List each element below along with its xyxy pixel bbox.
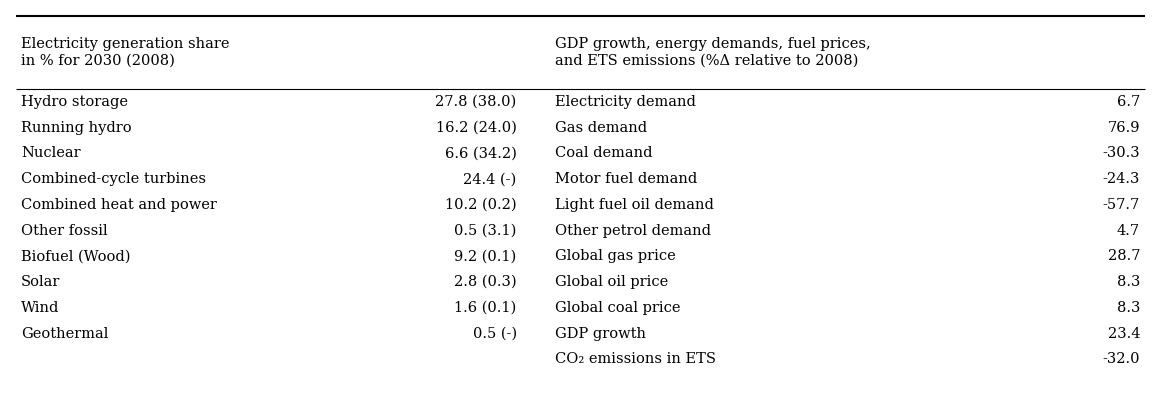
Text: 24.4 (-): 24.4 (-) [463,172,517,186]
Text: Wind: Wind [21,301,59,315]
Text: 28.7: 28.7 [1108,249,1140,263]
Text: 27.8 (38.0): 27.8 (38.0) [435,95,517,109]
Text: Hydro storage: Hydro storage [21,95,128,109]
Text: Other petrol demand: Other petrol demand [555,224,711,238]
Text: 8.3: 8.3 [1117,275,1140,289]
Text: 0.5 (3.1): 0.5 (3.1) [454,224,517,238]
Text: -57.7: -57.7 [1103,198,1140,212]
Text: Global oil price: Global oil price [555,275,669,289]
Text: -32.0: -32.0 [1103,352,1140,366]
Text: 1.6 (0.1): 1.6 (0.1) [454,301,517,315]
Text: 23.4: 23.4 [1108,327,1140,341]
Text: Coal demand: Coal demand [555,147,652,160]
Text: 2.8 (0.3): 2.8 (0.3) [454,275,517,289]
Text: -30.3: -30.3 [1103,147,1140,160]
Text: Light fuel oil demand: Light fuel oil demand [555,198,714,212]
Text: Nuclear: Nuclear [21,147,80,160]
Text: 6.6 (34.2): 6.6 (34.2) [445,147,517,160]
Text: Running hydro: Running hydro [21,121,131,135]
Text: GDP growth, energy demands, fuel prices,
and ETS emissions (%Δ relative to 2008): GDP growth, energy demands, fuel prices,… [555,37,871,68]
Text: Gas demand: Gas demand [555,121,647,135]
Text: 4.7: 4.7 [1117,224,1140,238]
Text: CO₂ emissions in ETS: CO₂ emissions in ETS [555,352,716,366]
Text: Electricity demand: Electricity demand [555,95,695,109]
Text: Other fossil: Other fossil [21,224,108,238]
Text: 8.3: 8.3 [1117,301,1140,315]
Text: 76.9: 76.9 [1108,121,1140,135]
Text: Combined heat and power: Combined heat and power [21,198,217,212]
Text: 9.2 (0.1): 9.2 (0.1) [454,249,517,263]
Text: Global gas price: Global gas price [555,249,676,263]
Text: Global coal price: Global coal price [555,301,680,315]
Text: Combined-cycle turbines: Combined-cycle turbines [21,172,205,186]
Text: 10.2 (0.2): 10.2 (0.2) [445,198,517,212]
Text: Geothermal: Geothermal [21,327,108,341]
Text: 6.7: 6.7 [1117,95,1140,109]
Text: 0.5 (-): 0.5 (-) [473,327,517,341]
Text: Biofuel (Wood): Biofuel (Wood) [21,249,130,263]
Text: Motor fuel demand: Motor fuel demand [555,172,698,186]
Text: GDP growth: GDP growth [555,327,646,341]
Text: 16.2 (24.0): 16.2 (24.0) [435,121,517,135]
Text: Electricity generation share
in % for 2030 (2008): Electricity generation share in % for 20… [21,37,230,68]
Text: -24.3: -24.3 [1103,172,1140,186]
Text: Solar: Solar [21,275,60,289]
